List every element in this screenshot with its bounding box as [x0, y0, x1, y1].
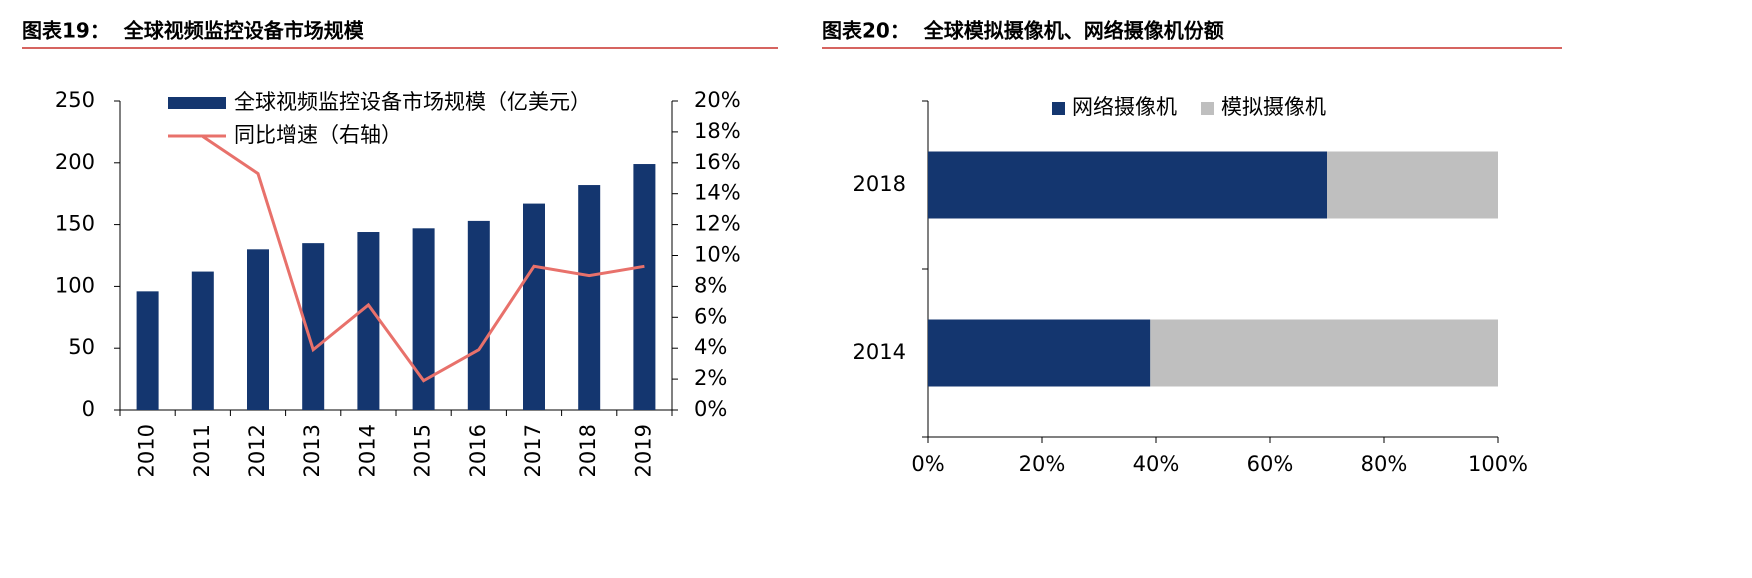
y-tick-label: 2018	[853, 172, 906, 196]
legend-label: 同比增速（右轴）	[234, 123, 402, 147]
y2-tick-label: 12%	[694, 212, 741, 236]
legend-swatch	[1052, 102, 1065, 115]
x-tick-label: 2016	[466, 424, 490, 477]
y-tick-label: 150	[55, 212, 95, 236]
y2-tick-label: 2%	[694, 366, 727, 390]
legend-label: 网络摄像机	[1072, 95, 1177, 119]
y-tick-label: 200	[55, 150, 95, 174]
bar	[357, 232, 380, 410]
x-tick-label: 2010	[135, 424, 159, 477]
y2-tick-label: 18%	[694, 119, 741, 143]
bar	[412, 228, 435, 410]
bar	[302, 243, 325, 410]
bar	[578, 185, 601, 410]
y-tick-label: 0	[82, 397, 95, 421]
x-tick-label: 2014	[355, 424, 379, 477]
chart-title: 图表19： 全球视频监控设备市场规模	[22, 19, 365, 43]
bar-segment	[928, 319, 1151, 387]
x-tick-label: 100%	[1468, 452, 1528, 476]
bar	[523, 203, 545, 410]
x-tick-label: 2018	[576, 424, 600, 477]
bar	[467, 220, 490, 410]
bar	[247, 249, 269, 410]
y-tick-label: 2014	[853, 340, 906, 364]
bar	[136, 291, 159, 410]
x-tick-label: 2011	[190, 424, 214, 477]
bar-segment	[928, 151, 1327, 219]
x-tick-label: 40%	[1133, 452, 1180, 476]
x-tick-label: 80%	[1361, 452, 1408, 476]
x-tick-label: 2019	[631, 424, 655, 477]
legend-label: 模拟摄像机	[1221, 95, 1326, 119]
x-tick-label: 60%	[1247, 452, 1294, 476]
y2-tick-label: 10%	[694, 243, 741, 267]
legend-swatch	[1201, 102, 1214, 115]
y2-tick-label: 16%	[694, 150, 741, 174]
x-tick-label: 20%	[1019, 452, 1066, 476]
legend-swatch	[168, 97, 226, 109]
y-tick-label: 50	[68, 335, 95, 359]
bar-segment	[1150, 319, 1498, 387]
y2-tick-label: 8%	[694, 273, 727, 297]
x-tick-label: 0%	[911, 452, 944, 476]
x-tick-label: 2017	[521, 424, 545, 477]
x-tick-label: 2015	[411, 424, 435, 477]
bar	[633, 164, 656, 410]
legend-label: 全球视频监控设备市场规模（亿美元）	[234, 90, 591, 114]
bar-segment	[1327, 151, 1498, 219]
y2-tick-label: 6%	[694, 304, 727, 328]
y2-tick-label: 14%	[694, 181, 741, 205]
x-tick-label: 2012	[245, 424, 269, 477]
x-tick-label: 2013	[300, 424, 324, 477]
y-tick-label: 100	[55, 273, 95, 297]
y2-tick-label: 20%	[694, 88, 741, 112]
chart-title: 图表20： 全球模拟摄像机、网络摄像机份额	[822, 19, 1224, 43]
y2-tick-label: 0%	[694, 397, 727, 421]
bar	[191, 271, 214, 410]
y-tick-label: 250	[55, 88, 95, 112]
line-series	[201, 135, 645, 383]
y2-tick-label: 4%	[694, 335, 727, 359]
